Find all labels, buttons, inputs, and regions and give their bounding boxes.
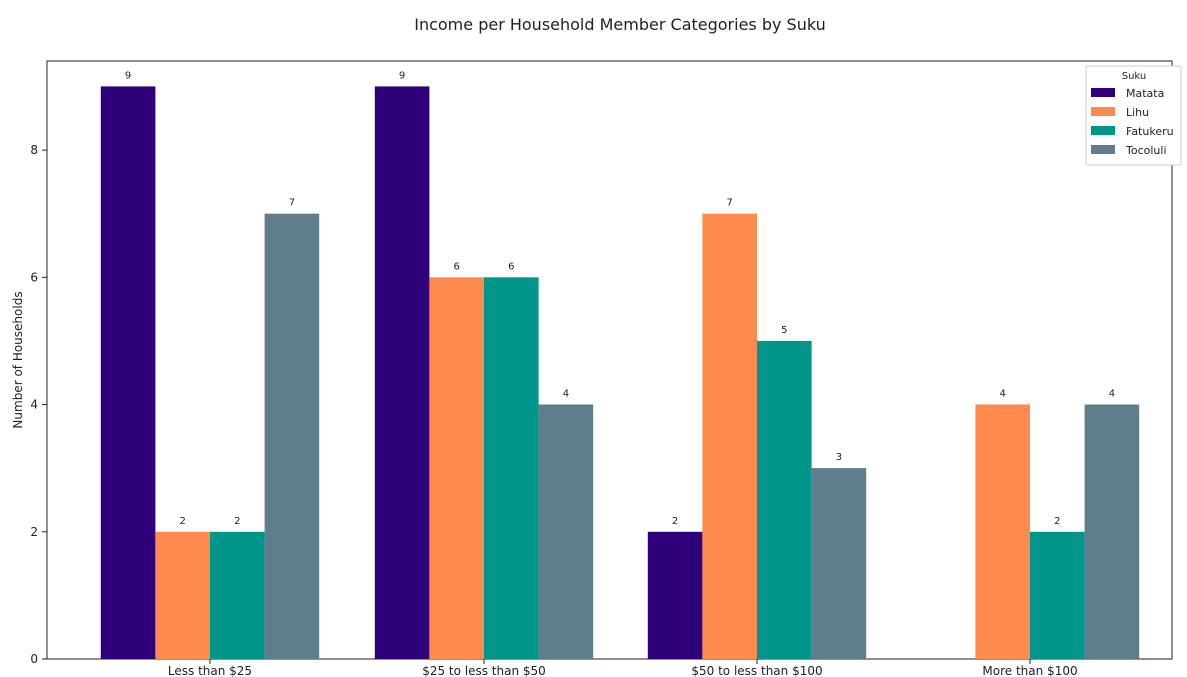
x-tick-label: $25 to less than $50: [422, 664, 546, 677]
data-label: 4: [1109, 389, 1115, 400]
legend-label-fatukeru: Fatukeru: [1126, 125, 1174, 138]
legend-swatch-lihu: [1091, 107, 1115, 116]
bar-matata-3: [647, 531, 703, 659]
y-tick-label: 8: [30, 143, 38, 157]
y-tick-label: 6: [30, 270, 38, 284]
x-axis: Less than $25 $25 to less than $50 $50 to …: [168, 659, 1078, 677]
bar-matata-1: [100, 86, 156, 659]
y-tick-label: 2: [30, 525, 38, 539]
data-label: 3: [836, 452, 842, 463]
bar-fatukeru-2: [484, 277, 539, 659]
legend-swatch-matata: [1091, 88, 1115, 97]
data-label: 5: [781, 325, 787, 336]
y-axis: 0 2 4 6 8: [30, 143, 47, 666]
y-axis-label: Number of Households: [11, 291, 25, 428]
data-label: 2: [1054, 516, 1060, 527]
bar-tocoluli-3: [811, 468, 867, 659]
bar-tocoluli-2: [538, 404, 594, 659]
data-label: 9: [125, 70, 131, 81]
legend-title: Suku: [1122, 71, 1147, 82]
data-label: 7: [289, 198, 295, 209]
bar-lihu-1: [155, 531, 210, 659]
data-label: 4: [563, 389, 569, 400]
y-tick-label: 0: [30, 652, 38, 666]
bar-lihu-2: [429, 277, 484, 659]
bar-matata-2: [374, 86, 430, 659]
data-label: 2: [180, 516, 186, 527]
y-tick-label: 4: [30, 398, 38, 412]
legend-label-lihu: Lihu: [1126, 106, 1149, 119]
x-tick-label: $50 to less than $100: [691, 664, 822, 677]
data-label: 4: [1000, 389, 1006, 400]
legend-swatch-fatukeru: [1091, 126, 1115, 135]
data-label: 2: [672, 516, 678, 527]
x-tick-label: More than $100: [982, 664, 1077, 677]
legend-items: Matata Lihu Fatukeru Tocoluli: [1091, 87, 1174, 157]
legend-swatch-tocoluli: [1091, 145, 1115, 154]
bar-fatukeru-3: [757, 340, 812, 659]
plot-frame: [46, 60, 1173, 660]
legend: Suku Matata Lihu Fatukeru Tocoluli: [1085, 65, 1182, 166]
bar-tocoluli-1: [264, 213, 320, 659]
bars-group: [100, 86, 1140, 659]
data-label: 9: [399, 70, 405, 81]
data-label: 2: [234, 516, 240, 527]
chart-title: Income per Household Member Categories b…: [414, 15, 826, 34]
data-label: 7: [727, 198, 733, 209]
bar-lihu-4: [975, 404, 1030, 659]
x-tick-label: Less than $25: [168, 664, 252, 677]
data-label: 6: [508, 261, 514, 272]
bar-fatukeru-1: [210, 531, 265, 659]
legend-label-matata: Matata: [1126, 87, 1164, 100]
bar-lihu-3: [702, 213, 757, 659]
bar-tocoluli-4: [1084, 404, 1140, 659]
data-label: 6: [454, 261, 460, 272]
legend-label-tocoluli: Tocoluli: [1125, 144, 1167, 157]
bar-fatukeru-4: [1030, 531, 1085, 659]
data-labels-group: 9 2 2 7 9 6 6 4 2 7 5 3 4 2 4: [125, 70, 1115, 526]
plot-area: [46, 60, 1173, 660]
